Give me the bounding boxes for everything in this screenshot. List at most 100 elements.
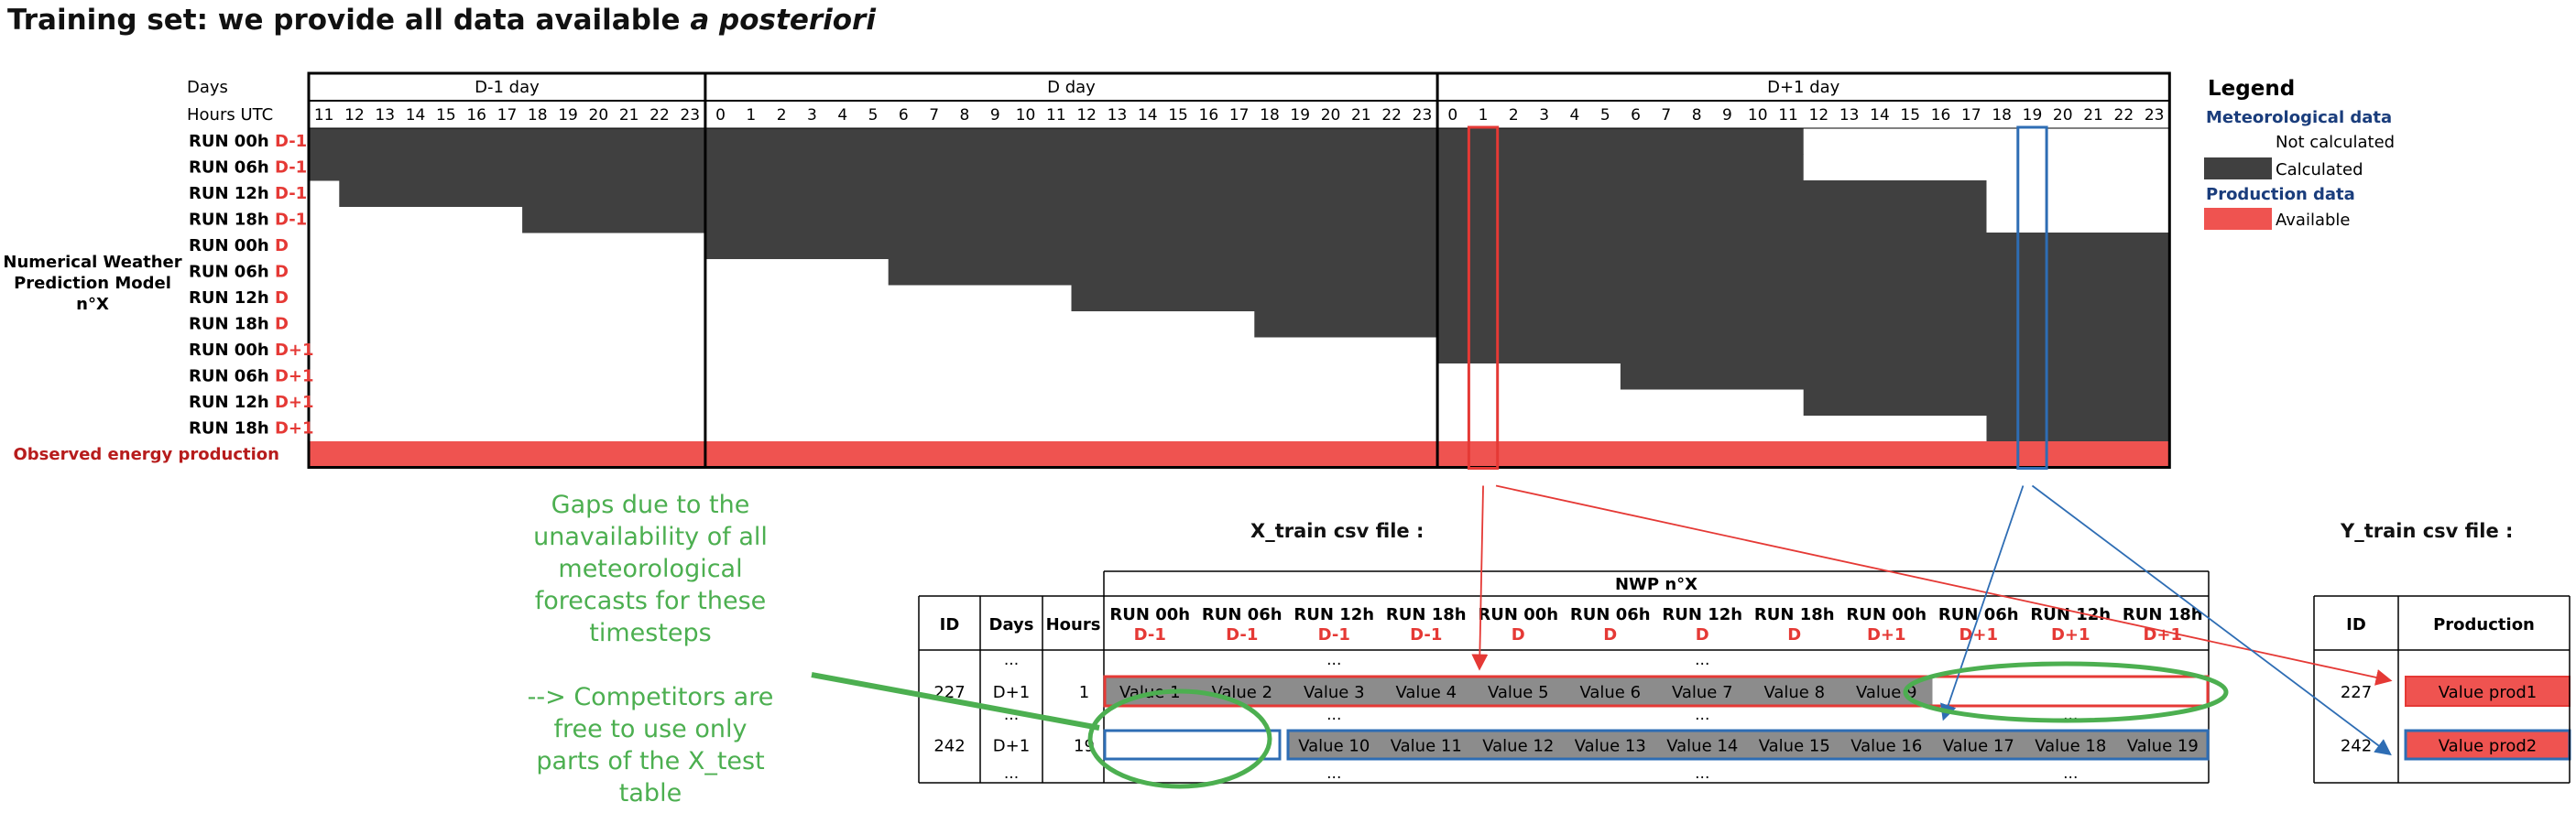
hour-tick-label: 15 bbox=[1168, 106, 1188, 125]
model-label-line: Numerical Weather bbox=[3, 253, 181, 272]
legend-available-swatch bbox=[2204, 208, 2272, 230]
hour-tick-label: 23 bbox=[2145, 106, 2165, 125]
hour-tick-label: 20 bbox=[589, 106, 609, 125]
hour-tick-label: 0 bbox=[1447, 106, 1457, 125]
y-prod-value: Value prod2 bbox=[2439, 737, 2537, 756]
row-day: D+1 bbox=[993, 683, 1030, 702]
hour-tick-label: 5 bbox=[868, 106, 879, 125]
annotation-line: free to use only bbox=[553, 715, 748, 743]
run-col-header: RUN 06h bbox=[1202, 605, 1283, 624]
hour-tick-label: 17 bbox=[1229, 106, 1250, 125]
run-col-header: RUN 00h bbox=[1109, 605, 1190, 624]
ellipsis: ... bbox=[2063, 764, 2078, 783]
hour-tick-label: 12 bbox=[344, 106, 365, 125]
ellipsis: ... bbox=[1326, 651, 1341, 669]
hour-tick-label: 3 bbox=[1539, 106, 1549, 125]
run-col-day: D-1 bbox=[1318, 625, 1350, 645]
hour-tick-label: 21 bbox=[2083, 106, 2103, 125]
calculated-bar bbox=[339, 180, 1987, 207]
ellipsis: ... bbox=[1695, 651, 1709, 669]
run-col-day: D-1 bbox=[1410, 625, 1442, 645]
annotation-line: --> Competitors are bbox=[527, 683, 774, 711]
green-ellipse-row2-gap bbox=[1087, 688, 1272, 789]
run-label: RUN 06h bbox=[189, 158, 275, 178]
hour-tick-label: 0 bbox=[715, 106, 726, 125]
legend-met-title: Meteorological data bbox=[2206, 108, 2392, 127]
hour-tick-label: 10 bbox=[1016, 106, 1036, 125]
row-day: D+1 bbox=[993, 737, 1030, 756]
model-label-line: Prediction Model bbox=[14, 274, 171, 293]
run-day-suffix: D bbox=[275, 315, 289, 334]
hour-tick-label: 23 bbox=[680, 106, 700, 125]
run-col-header: RUN 12h bbox=[1293, 605, 1374, 624]
hour-tick-label: 19 bbox=[1290, 106, 1310, 125]
run-label: RUN 12h bbox=[189, 184, 275, 203]
ellipsis: ... bbox=[2063, 651, 2078, 669]
y-row-id: 227 bbox=[2341, 683, 2372, 702]
run-col-day: D-1 bbox=[1226, 625, 1258, 645]
run-day-suffix: D+1 bbox=[275, 419, 314, 439]
row2-gap-highlight bbox=[1103, 729, 1282, 761]
day-label: D day bbox=[1047, 78, 1096, 97]
hour-tick-label: 13 bbox=[1839, 106, 1860, 125]
value-cell: Value 13 bbox=[1575, 737, 1646, 756]
run-label: RUN 00h bbox=[189, 341, 275, 360]
timeline-border bbox=[307, 71, 2171, 469]
calculated-bar bbox=[888, 258, 2170, 286]
hour-tick-label: 15 bbox=[1900, 106, 1920, 125]
calculated-bar bbox=[1254, 310, 2170, 338]
run-label: RUN 18h bbox=[189, 315, 275, 334]
hour-tick-label: 21 bbox=[619, 106, 639, 125]
y-train-title: Y_train csv file : bbox=[2341, 520, 2514, 542]
hour-tick-label: 13 bbox=[375, 106, 395, 125]
run-col-header: RUN 12h bbox=[1662, 605, 1742, 624]
run-row-label: RUN 00h D+1 bbox=[189, 341, 314, 360]
run-row-label: RUN 12h D bbox=[189, 288, 289, 308]
run-label: RUN 18h bbox=[189, 211, 275, 230]
page-title: Training set: we provide all data availa… bbox=[7, 4, 876, 37]
calculated-bar bbox=[1620, 363, 2170, 390]
observed-production-bar bbox=[309, 441, 2170, 468]
hour-tick-label: 22 bbox=[649, 106, 670, 125]
value-cell: Value 15 bbox=[1759, 737, 1830, 756]
calculated-bar bbox=[1437, 337, 2170, 363]
annotation-line: meteorological bbox=[558, 555, 743, 583]
value-cell: Value 11 bbox=[1391, 737, 1462, 756]
value-cell: Value 2 bbox=[1211, 683, 1272, 702]
ellipsis: ... bbox=[1326, 764, 1341, 783]
blue-arrow-to-xtrain bbox=[1940, 485, 2025, 721]
run-col-day: D bbox=[1512, 625, 1525, 645]
hour-tick-label: 1 bbox=[746, 106, 756, 125]
legend-calculated: Calculated bbox=[2276, 160, 2363, 179]
calculated-bar bbox=[309, 128, 1804, 155]
run-day-suffix: D-1 bbox=[275, 211, 307, 230]
hour-tick-label: 12 bbox=[1076, 106, 1097, 125]
hour-tick-label: 13 bbox=[1108, 106, 1128, 125]
run-row-label: RUN 18h D-1 bbox=[189, 211, 307, 230]
hours-row-label: Hours UTC bbox=[187, 105, 273, 125]
value-cell: Value 7 bbox=[1672, 683, 1733, 702]
legend-not-calculated: Not calculated bbox=[2276, 133, 2395, 152]
value-cell: Value 16 bbox=[1850, 737, 1922, 756]
run-day-suffix: D bbox=[275, 263, 289, 282]
hour-tick-label: 6 bbox=[899, 106, 909, 125]
col-id-header: ID bbox=[940, 615, 960, 634]
day-label: D-1 day bbox=[475, 78, 540, 97]
run-col-day: D-1 bbox=[1134, 625, 1166, 645]
run-col-day: D bbox=[1787, 625, 1801, 645]
row-hour: 1 bbox=[1079, 683, 1089, 702]
hour-tick-label: 20 bbox=[1321, 106, 1341, 125]
hour-tick-label: 7 bbox=[1661, 106, 1671, 125]
value-cell: Value 8 bbox=[1763, 683, 1825, 702]
value-cell: Value 18 bbox=[2035, 737, 2106, 756]
annotation-line: parts of the X_test bbox=[536, 747, 765, 775]
calculated-bar bbox=[1803, 389, 2170, 416]
run-col-day: D bbox=[1603, 625, 1617, 645]
hour-tick-label: 17 bbox=[1961, 106, 1981, 125]
run-row-label: RUN 06h D bbox=[189, 263, 289, 282]
observed-production-label: Observed energy production bbox=[13, 445, 279, 464]
annotation-line: unavailability of all bbox=[533, 523, 768, 551]
run-day-suffix: D-1 bbox=[275, 184, 307, 203]
hour-tick-label: 5 bbox=[1600, 106, 1610, 125]
run-label: RUN 12h bbox=[189, 393, 275, 412]
